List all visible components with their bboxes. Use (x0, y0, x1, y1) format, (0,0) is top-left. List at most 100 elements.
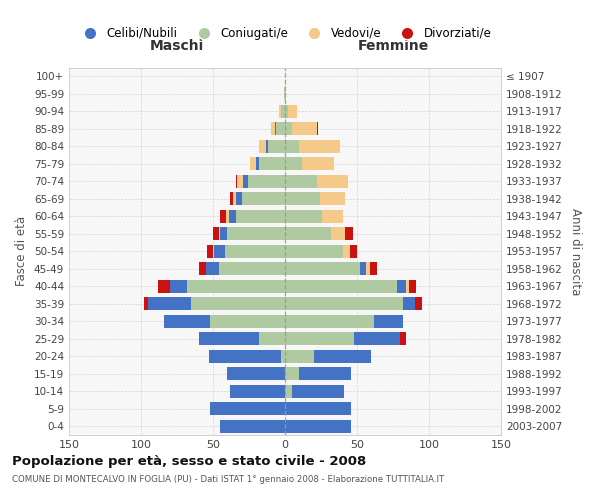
Bar (285, 420, 351, 433)
Bar (158, 280, 170, 293)
Bar (256, 157, 259, 170)
Bar (170, 280, 187, 293)
Bar (302, 157, 334, 170)
Bar (219, 227, 220, 240)
Bar (292, 122, 317, 136)
Bar (236, 174, 238, 188)
Bar (406, 280, 409, 293)
Legend: Celibi/Nubili, Coniugati/e, Vedovi/e, Divorziati/e: Celibi/Nubili, Coniugati/e, Vedovi/e, Di… (74, 22, 496, 44)
Bar (220, 227, 227, 240)
Bar (415, 297, 422, 310)
Bar (259, 157, 285, 170)
Bar (268, 140, 285, 153)
Bar (250, 157, 256, 170)
Bar (317, 122, 318, 136)
Bar (285, 314, 374, 328)
Bar (317, 174, 349, 188)
Bar (227, 227, 285, 240)
Text: Maschi: Maschi (150, 40, 204, 54)
Bar (322, 210, 343, 223)
Text: Popolazione per età, sesso e stato civile - 2008: Popolazione per età, sesso e stato civil… (12, 455, 366, 468)
Bar (259, 332, 285, 345)
Bar (285, 210, 322, 223)
Bar (400, 332, 406, 345)
Bar (214, 244, 224, 258)
Bar (271, 122, 275, 136)
Bar (281, 350, 285, 363)
Text: COMUNE DI MONTECALVO IN FOGLIA (PU) - Dati ISTAT 1° gennaio 2008 - Elaborazione : COMUNE DI MONTECALVO IN FOGLIA (PU) - Da… (12, 475, 444, 484)
Bar (285, 244, 343, 258)
Bar (346, 227, 353, 240)
Bar (209, 350, 281, 363)
Bar (285, 104, 288, 118)
Bar (285, 87, 286, 101)
Bar (164, 314, 210, 328)
Bar (210, 314, 285, 328)
Bar (285, 280, 397, 293)
Bar (236, 210, 285, 223)
Y-axis label: Fasce di età: Fasce di età (16, 216, 28, 286)
Bar (299, 367, 351, 380)
Bar (360, 262, 365, 276)
Bar (213, 244, 214, 258)
Bar (314, 350, 371, 363)
Bar (230, 384, 285, 398)
Bar (284, 87, 285, 101)
Bar (292, 384, 344, 398)
Bar (226, 210, 229, 223)
Bar (285, 384, 292, 398)
Bar (243, 174, 248, 188)
Bar (233, 192, 236, 205)
Bar (281, 104, 285, 118)
Bar (148, 297, 191, 310)
Bar (331, 227, 346, 240)
Bar (230, 192, 233, 205)
Bar (285, 262, 360, 276)
Bar (285, 192, 320, 205)
Bar (285, 174, 317, 188)
Bar (210, 402, 285, 415)
Bar (374, 314, 403, 328)
Bar (238, 174, 243, 188)
Bar (220, 420, 285, 433)
Bar (224, 244, 285, 258)
Bar (343, 244, 350, 258)
Bar (191, 297, 285, 310)
Bar (285, 402, 351, 415)
Bar (227, 367, 285, 380)
Bar (242, 192, 285, 205)
Bar (285, 227, 331, 240)
Bar (365, 262, 370, 276)
Bar (299, 140, 340, 153)
Bar (285, 140, 299, 153)
Bar (219, 262, 285, 276)
Bar (320, 192, 346, 205)
Bar (285, 332, 354, 345)
Bar (350, 244, 357, 258)
Bar (285, 367, 299, 380)
Bar (220, 210, 226, 223)
Y-axis label: Anni di nascita: Anni di nascita (569, 208, 582, 295)
Bar (213, 227, 219, 240)
Bar (144, 297, 148, 310)
Bar (236, 192, 242, 205)
Bar (229, 210, 236, 223)
Bar (199, 332, 259, 345)
Bar (397, 280, 406, 293)
Bar (187, 280, 285, 293)
Bar (279, 104, 281, 118)
Bar (199, 262, 206, 276)
Bar (354, 332, 400, 345)
Bar (285, 122, 292, 136)
Bar (266, 140, 268, 153)
Text: Femmine: Femmine (358, 40, 428, 54)
Bar (288, 104, 296, 118)
Bar (248, 174, 285, 188)
Bar (277, 122, 285, 136)
Bar (403, 297, 415, 310)
Bar (206, 262, 219, 276)
Bar (207, 244, 213, 258)
Bar (409, 280, 416, 293)
Bar (285, 297, 403, 310)
Bar (285, 350, 314, 363)
